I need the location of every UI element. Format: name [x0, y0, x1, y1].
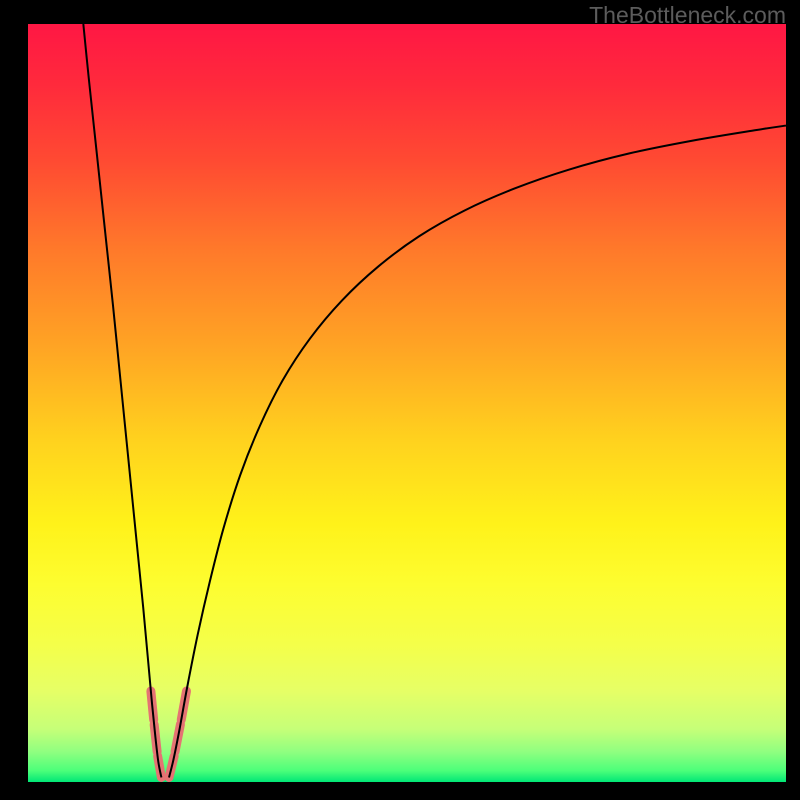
watermark-text: TheBottleneck.com: [589, 2, 786, 29]
plot-area: [28, 24, 786, 782]
chart-container: TheBottleneck.com: [0, 0, 800, 800]
